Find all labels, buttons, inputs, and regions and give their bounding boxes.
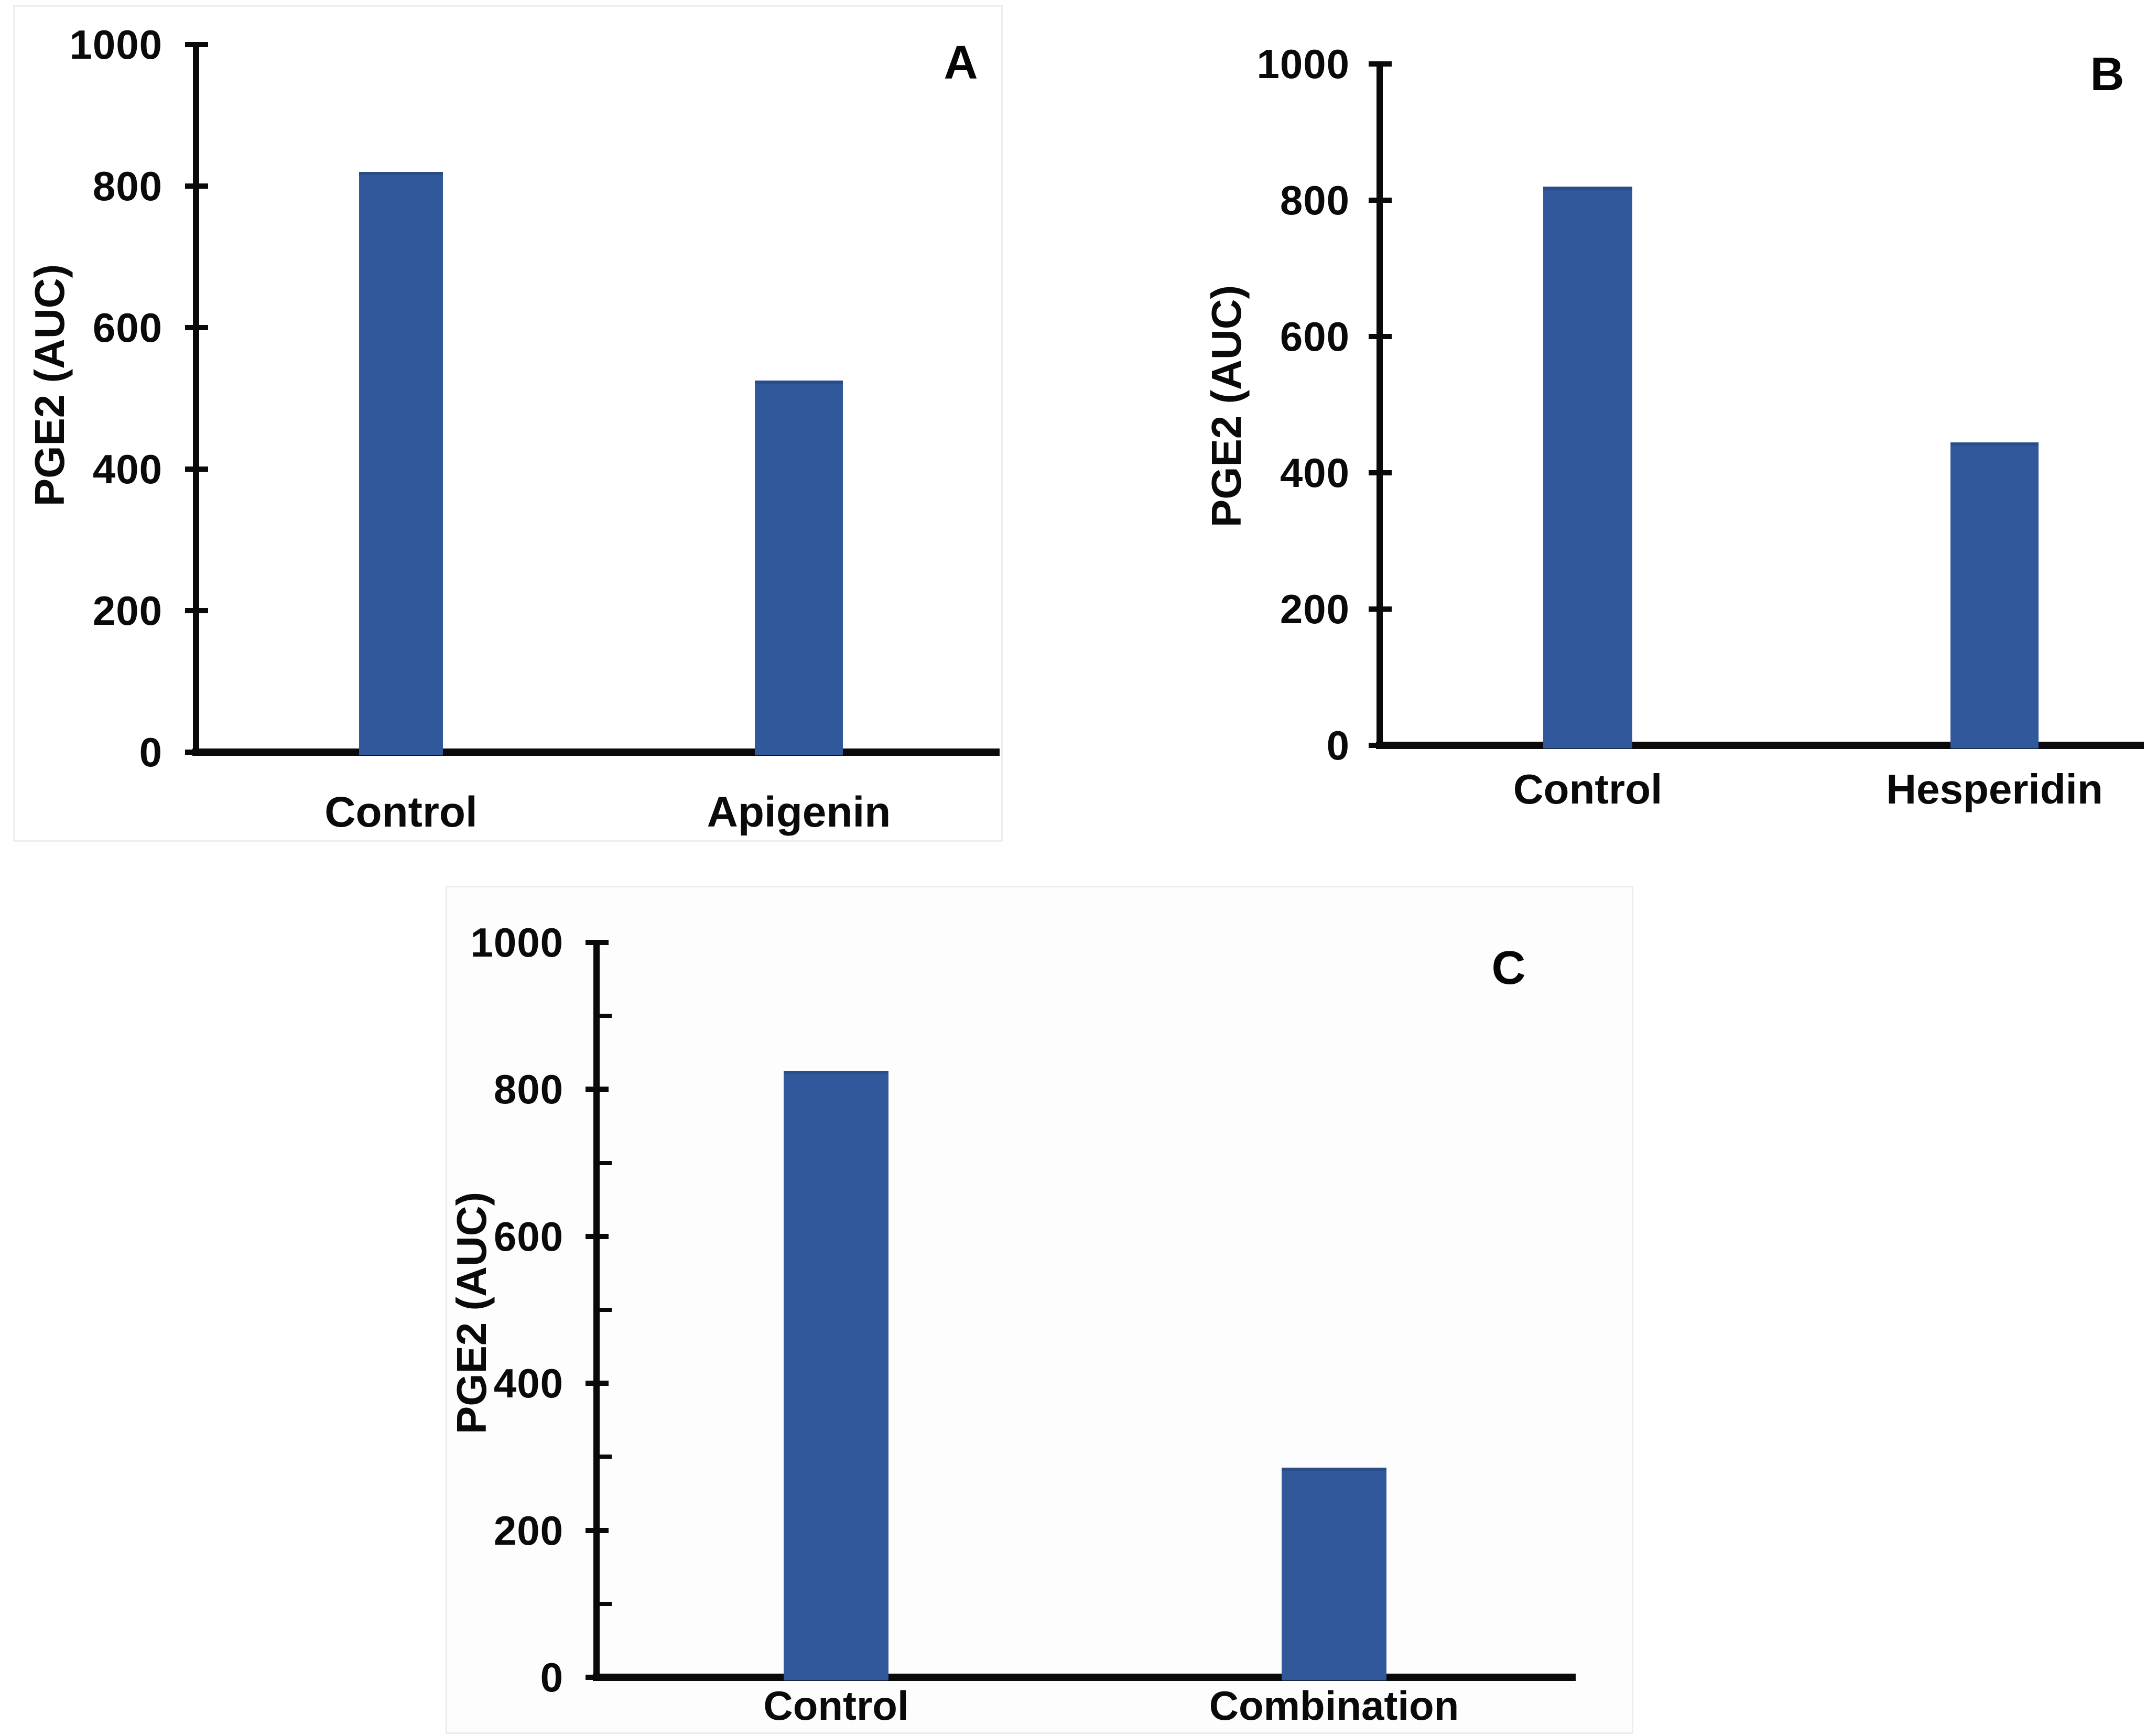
y-major-tick bbox=[1369, 743, 1392, 748]
y-tick-label: 1000 bbox=[470, 919, 563, 965]
y-major-tick bbox=[586, 1675, 609, 1680]
y-major-tick bbox=[185, 608, 208, 613]
y-major-tick bbox=[586, 1233, 609, 1239]
y-tick-label: 0 bbox=[139, 729, 162, 775]
y-tick-label: 600 bbox=[493, 1213, 563, 1260]
x-category-label: Combination bbox=[1209, 1683, 1459, 1729]
y-major-tick bbox=[586, 1527, 609, 1533]
x-category-label: Control bbox=[763, 1683, 909, 1729]
panel-letter-b: B bbox=[2090, 48, 2125, 101]
y-tick-label: 800 bbox=[92, 163, 162, 209]
bar-control bbox=[784, 1071, 888, 1680]
y-tick-label: 600 bbox=[1280, 313, 1350, 360]
y-major-tick bbox=[185, 466, 208, 472]
y-major-tick bbox=[1369, 334, 1392, 339]
y-major-tick bbox=[185, 325, 208, 330]
bar-combination bbox=[1282, 1468, 1386, 1680]
y-tick-label: 200 bbox=[493, 1507, 563, 1554]
x-category-label: Control bbox=[1513, 766, 1663, 812]
y-major-tick bbox=[185, 750, 208, 755]
y-tick-label: 600 bbox=[92, 305, 162, 351]
bar-control bbox=[359, 172, 443, 755]
y-tick-label: 1000 bbox=[69, 21, 162, 68]
y-minor-tick bbox=[594, 1455, 612, 1459]
y-tick-label: 200 bbox=[92, 588, 162, 634]
panel-a-image-border bbox=[13, 5, 1003, 842]
y-axis bbox=[193, 42, 199, 756]
y-major-tick bbox=[586, 940, 609, 945]
y-major-tick bbox=[185, 42, 208, 47]
y-minor-tick bbox=[594, 1308, 612, 1312]
x-axis bbox=[593, 1674, 1576, 1681]
y-major-tick bbox=[586, 1381, 609, 1386]
y-tick-label: 400 bbox=[92, 446, 162, 492]
y-tick-label: 800 bbox=[1280, 177, 1350, 223]
y-minor-tick bbox=[594, 1014, 612, 1018]
x-category-label: Control bbox=[324, 788, 478, 836]
bar-hesperidin bbox=[1950, 442, 2039, 748]
y-tick-label: 0 bbox=[540, 1654, 563, 1700]
panel-letter-a: A bbox=[944, 37, 978, 89]
y-tick-label: 800 bbox=[493, 1066, 563, 1113]
y-major-tick bbox=[1369, 61, 1392, 67]
x-category-label: Apigenin bbox=[707, 788, 891, 836]
y-tick-label: 400 bbox=[1280, 450, 1350, 496]
y-tick-label: 400 bbox=[493, 1360, 563, 1407]
y-major-tick bbox=[185, 183, 208, 189]
y-tick-label: 0 bbox=[1326, 722, 1350, 768]
y-major-tick bbox=[586, 1087, 609, 1092]
y-axis-title: PGE2 (AUC) bbox=[448, 1191, 495, 1435]
y-tick-label: 200 bbox=[1280, 586, 1350, 632]
bar-control bbox=[1543, 187, 1632, 748]
x-category-label: Hesperidin bbox=[1886, 766, 2103, 812]
y-major-tick bbox=[1369, 470, 1392, 475]
panel-letter-c: C bbox=[1491, 942, 1526, 994]
y-minor-tick bbox=[594, 1160, 612, 1165]
y-minor-tick bbox=[594, 1601, 612, 1606]
bar-apigenin bbox=[755, 381, 843, 755]
y-axis bbox=[1377, 61, 1383, 749]
y-major-tick bbox=[1369, 606, 1392, 612]
panel-c-image-border bbox=[446, 886, 1633, 1734]
y-major-tick bbox=[1369, 198, 1392, 203]
y-tick-label: 1000 bbox=[1256, 41, 1350, 87]
